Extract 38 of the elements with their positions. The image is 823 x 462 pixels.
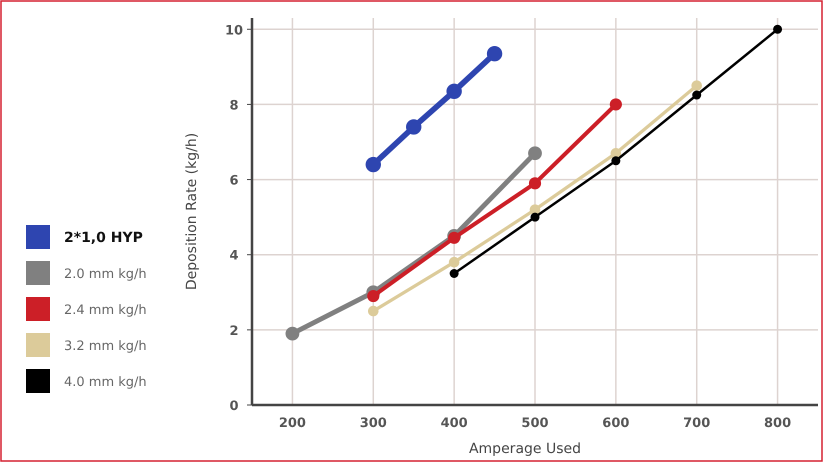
- point: [486, 46, 502, 62]
- x-axis-title: Amperage Used: [468, 441, 582, 457]
- x-tick-label: 500: [521, 416, 549, 431]
- x-tick-label: 700: [683, 416, 710, 431]
- x-tick-label: 800: [764, 416, 792, 431]
- legend-label: 4.0 mm kg/h: [64, 375, 147, 390]
- point: [528, 177, 542, 190]
- y-tick-label: 4: [229, 248, 239, 264]
- point: [406, 119, 422, 135]
- point: [366, 156, 381, 172]
- point: [530, 212, 540, 222]
- point: [610, 98, 622, 111]
- legend-label: 2.0 mm kg/h: [64, 267, 147, 282]
- x-tick-label: 200: [278, 416, 306, 431]
- point: [368, 306, 379, 316]
- point: [367, 290, 380, 302]
- legend-label: 2*1,0 HYP: [64, 230, 143, 246]
- point: [448, 256, 460, 268]
- y-tick-label: 2: [229, 324, 239, 339]
- point: [691, 80, 702, 91]
- y-tick-label: 10: [224, 23, 244, 38]
- point: [611, 156, 620, 166]
- x-tick-label: 300: [360, 416, 387, 431]
- point: [448, 232, 460, 244]
- point: [450, 268, 459, 278]
- legend-label: 3.2 mm kg/h: [64, 339, 147, 354]
- y-axis-title: Deposition Rate (kg/h): [184, 132, 200, 290]
- x-tick-label: 600: [602, 416, 630, 431]
- point: [692, 90, 702, 100]
- point: [528, 146, 542, 160]
- x-tick-label: 400: [440, 416, 468, 431]
- y-tick-label: 8: [229, 98, 239, 114]
- y-tick-label: 6: [229, 174, 239, 189]
- legend-label: 2.4 mm kg/h: [64, 303, 147, 318]
- point: [286, 326, 300, 341]
- y-tick-label: 0: [229, 399, 239, 414]
- point: [446, 84, 462, 99]
- point: [773, 24, 782, 34]
